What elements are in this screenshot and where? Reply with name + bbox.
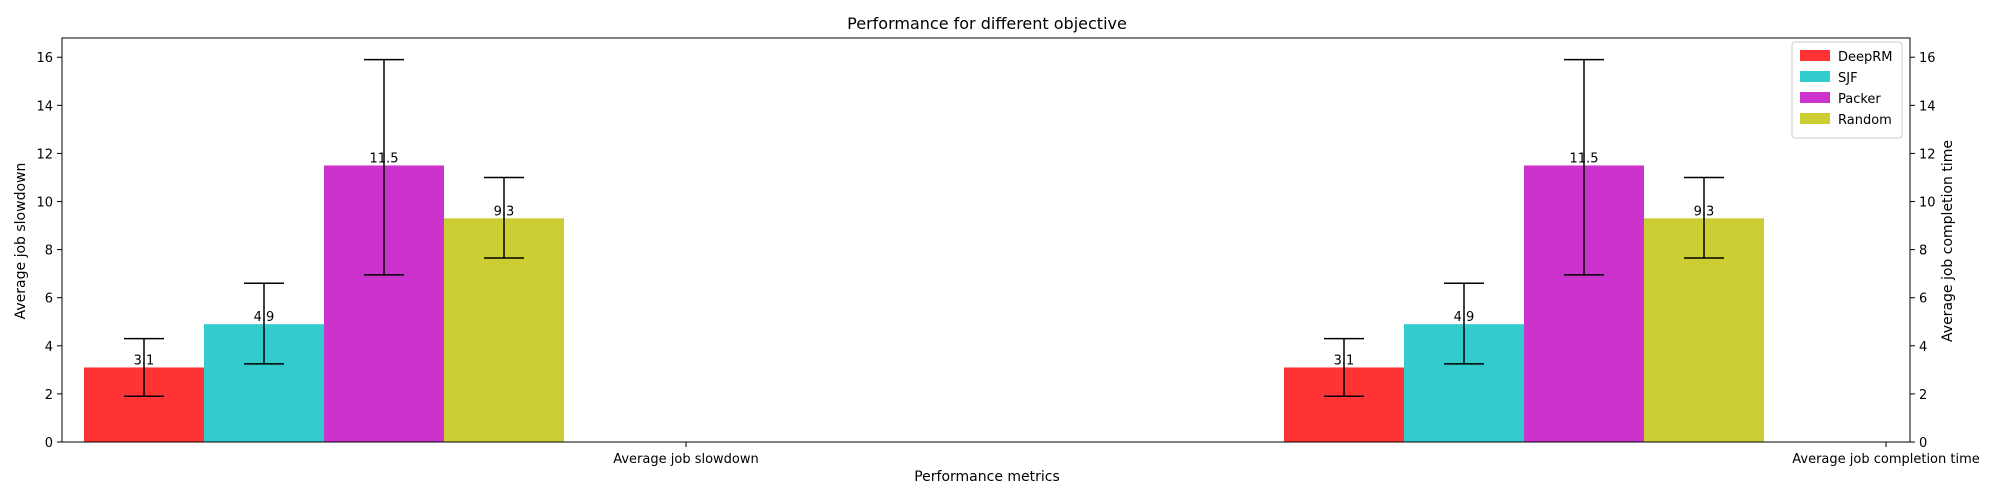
x-axis-label: Performance metrics [914, 469, 1060, 485]
legend-label: SJF [1838, 71, 1858, 86]
y-tick-label-left: 2 [45, 388, 53, 403]
error-bar-deeprm-1 [1324, 337, 1364, 398]
error-bar-random-0 [484, 176, 524, 259]
error-bar-packer-0 [364, 58, 404, 276]
y-tick-label-right: 12 [1919, 147, 1936, 162]
x-tick-label: Average job completion time [1792, 452, 1980, 467]
x-tick-label: Average job slowdown [613, 452, 759, 467]
y-tick-label-left: 16 [36, 51, 53, 66]
y-tick-label-right: 6 [1919, 292, 1927, 307]
y-tick-label-left: 4 [45, 340, 53, 355]
chart-title: Performance for different objective [847, 14, 1127, 33]
data-label-random-0: 9.3 [494, 204, 515, 219]
y-tick-label-left: 6 [45, 292, 53, 307]
y-tick-label-right: 8 [1919, 244, 1927, 259]
legend-swatch [1800, 71, 1830, 82]
data-label-sjf-0: 4.9 [254, 310, 275, 325]
y-tick-label-left: 10 [36, 196, 53, 211]
data-label-deeprm-0: 3.1 [134, 353, 155, 368]
legend-swatch [1800, 50, 1830, 61]
y-tick-label-right: 2 [1919, 388, 1927, 403]
y-tick-label-right: 0 [1919, 436, 1927, 451]
error-bar-sjf-0 [244, 282, 284, 365]
legend-label: Packer [1838, 92, 1881, 107]
data-label-random-1: 9.3 [1694, 204, 1715, 219]
legend-label: DeepRM [1838, 50, 1893, 65]
error-bar-sjf-1 [1444, 282, 1484, 365]
y-tick-label-left: 14 [36, 99, 53, 114]
error-bar-packer-1 [1564, 58, 1604, 276]
legend-item-deeprm: DeepRM [1800, 50, 1893, 65]
axes-frame [61, 37, 1911, 443]
data-label-deeprm-1: 3.1 [1334, 353, 1355, 368]
legend-item-sjf: SJF [1800, 71, 1858, 86]
y-tick-label-right: 16 [1919, 51, 1936, 66]
y-tick-label-left: 12 [36, 147, 53, 162]
legend-swatch [1800, 92, 1830, 103]
error-bar-deeprm-0 [124, 337, 164, 398]
y-axis-label-right: Average job completion time [1940, 140, 1956, 342]
legend-item-packer: Packer [1800, 92, 1881, 107]
y-axis-label-left: Average job slowdown [13, 163, 29, 320]
error-bar-random-1 [1684, 176, 1724, 259]
y-tick-label-left: 8 [45, 244, 53, 259]
data-label-packer-1: 11.5 [1570, 151, 1599, 166]
legend: DeepRM SJF Packer Random [1791, 41, 1903, 139]
y-tick-label-right: 10 [1919, 196, 1936, 211]
plot-area: 3.1 3.1 4.9 4.9 11.5 11.5 9.3 9.3 0 0 2 2 4 4 6 6 8 8 10 10… [36, 37, 1980, 467]
y-tick-label-right: 4 [1919, 340, 1927, 355]
legend-swatch [1800, 113, 1830, 124]
data-label-sjf-1: 4.9 [1454, 310, 1475, 325]
y-tick-label-left: 0 [45, 436, 53, 451]
legend-item-random: Random [1800, 113, 1892, 128]
data-label-packer-0: 11.5 [370, 151, 399, 166]
y-tick-label-right: 14 [1919, 99, 1936, 114]
legend-label: Random [1838, 113, 1892, 128]
